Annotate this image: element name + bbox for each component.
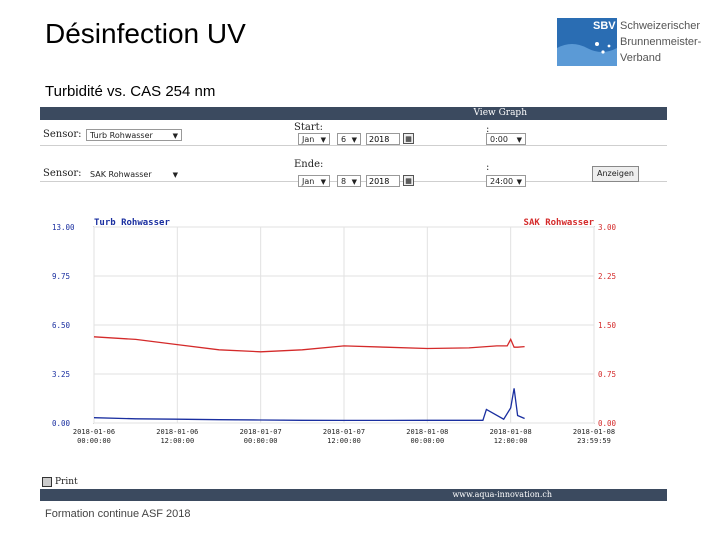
series-line-sak-rohwasser	[93, 336, 525, 353]
grid-lines	[93, 226, 595, 424]
sensor-label-2: Sensor:	[43, 168, 82, 179]
x-tick-time: 00:00:00	[77, 437, 111, 445]
start-time-select[interactable]: 0:00 ▼	[486, 133, 526, 145]
x-tick-time: 12:00:00	[160, 437, 194, 445]
start-day-select[interactable]: 6 ▼	[337, 133, 361, 145]
start-time-value: 0:00	[490, 135, 508, 144]
end-day-value: 8	[341, 177, 347, 186]
x-tick-date: 2018-01-07	[240, 428, 282, 436]
left-tick-label: 6.50	[52, 321, 71, 330]
sensor-chart: 13.00 9.75 6.50 3.25 0.00 3.00 2.25 1.50 0.75 0.…	[52, 218, 617, 445]
x-tick-time: 23:59:59	[577, 437, 611, 445]
sensor-select-2-value: SAK Rohwasser	[90, 170, 152, 179]
end-time-sep: :	[486, 162, 490, 173]
series-group	[93, 336, 525, 422]
sensor-select-2[interactable]: SAK Rohwasser ▼	[86, 168, 182, 180]
right-tick-label: 3.00	[598, 223, 617, 232]
right-tick-label: 2.25	[598, 272, 616, 281]
form-row-start: Sensor: Turb Rohwasser ▼ Start: Jan ▼ 6 …	[40, 121, 667, 146]
logo-abbr: SBV	[593, 20, 616, 32]
start-time-sep: :	[486, 124, 490, 135]
end-month-value: Jan	[302, 177, 315, 186]
right-tick-label: 0.75	[598, 370, 616, 379]
panel-title: View Graph	[473, 108, 527, 118]
logo-line-1: Schweizerischer	[620, 20, 701, 32]
chevron-down-icon: ▼	[320, 178, 326, 186]
left-tick-label: 13.00	[52, 223, 75, 232]
slide-title: Désinfection UV	[45, 18, 246, 49]
right-axis-ticks: 3.00 2.25 1.50 0.75 0.00	[598, 223, 617, 428]
left-tick-label: 9.75	[52, 272, 70, 281]
start-month-value: Jan	[302, 135, 315, 144]
x-tick-time: 12:00:00	[327, 437, 361, 445]
x-tick-date: 2018-01-08	[573, 428, 615, 436]
x-tick-date: 2018-01-08	[406, 428, 448, 436]
site-url: www.aqua-innovation.ch	[452, 490, 552, 499]
left-axis-label: Turb Rohwasser	[94, 218, 170, 228]
start-day-value: 6	[341, 135, 347, 144]
end-day-select[interactable]: 8 ▼	[337, 175, 361, 187]
left-axis-ticks: 13.00 9.75 6.50 3.25 0.00	[52, 223, 75, 428]
right-tick-label: 1.50	[598, 321, 617, 330]
right-axis-label: SAK Rohwasser	[524, 218, 595, 228]
start-year-input[interactable]: 2018	[366, 133, 400, 145]
end-year-input[interactable]: 2018	[366, 175, 400, 187]
form-row-end: Sensor: SAK Rohwasser ▼ Ende: Jan ▼ 8 ▼ …	[40, 157, 667, 187]
left-tick-label: 0.00	[52, 419, 71, 428]
sensor-select-1-value: Turb Rohwasser	[90, 131, 153, 140]
series-line-turb-rohwasser	[93, 388, 525, 422]
chevron-down-icon: ▼	[320, 136, 326, 144]
sensor-select-1[interactable]: Turb Rohwasser ▼	[86, 129, 182, 141]
calendar-icon[interactable]: ▦	[403, 175, 414, 186]
slide-subtitle: Turbidité vs. CAS 254 nm	[45, 83, 216, 100]
slide-footer: Formation continue ASF 2018	[45, 508, 191, 520]
sensor-label-1: Sensor:	[43, 129, 82, 140]
chevron-down-icon: ▼	[351, 136, 357, 144]
end-month-select[interactable]: Jan ▼	[298, 175, 330, 187]
x-tick-date: 2018-01-08	[490, 428, 532, 436]
calendar-icon[interactable]: ▦	[403, 133, 414, 144]
x-tick-date: 2018-01-06	[73, 428, 115, 436]
x-tick-date: 2018-01-06	[156, 428, 198, 436]
left-tick-label: 3.25	[52, 370, 70, 379]
x-axis-ticks: 2018-01-0600:00:002018-01-0612:00:002018…	[73, 428, 615, 445]
end-time-value: 24:00	[490, 177, 514, 186]
view-graph-panel: View Graph Sensor: Turb Rohwasser ▼ Star…	[40, 107, 667, 502]
chevron-down-icon: ▼	[172, 171, 178, 179]
anzeigen-button[interactable]: Anzeigen	[592, 166, 639, 182]
right-tick-label: 0.00	[598, 419, 617, 428]
chevron-down-icon: ▼	[172, 132, 178, 140]
start-label: Start:	[294, 122, 323, 133]
chevron-down-icon: ▼	[516, 178, 522, 186]
printer-icon	[42, 477, 52, 487]
sbv-logo: SBV Schweizerischer Brunnenmeister- Verb…	[557, 18, 709, 66]
panel-titlebar: View Graph	[40, 107, 667, 120]
start-month-select[interactable]: Jan ▼	[298, 133, 330, 145]
chevron-down-icon: ▼	[351, 178, 357, 186]
logo-mark-icon: SBV	[557, 18, 617, 66]
x-tick-time: 12:00:00	[494, 437, 528, 445]
print-label: Print	[55, 477, 78, 487]
logo-line-3: Verband	[620, 52, 661, 64]
x-tick-time: 00:00:00	[410, 437, 444, 445]
url-bar: www.aqua-innovation.ch	[40, 489, 667, 501]
end-label: Ende:	[294, 159, 324, 170]
logo-line-2: Brunnenmeister-	[620, 36, 702, 48]
chevron-down-icon: ▼	[516, 136, 522, 144]
x-tick-date: 2018-01-07	[323, 428, 365, 436]
x-tick-time: 00:00:00	[244, 437, 278, 445]
end-time-select[interactable]: 24:00 ▼	[486, 175, 526, 187]
